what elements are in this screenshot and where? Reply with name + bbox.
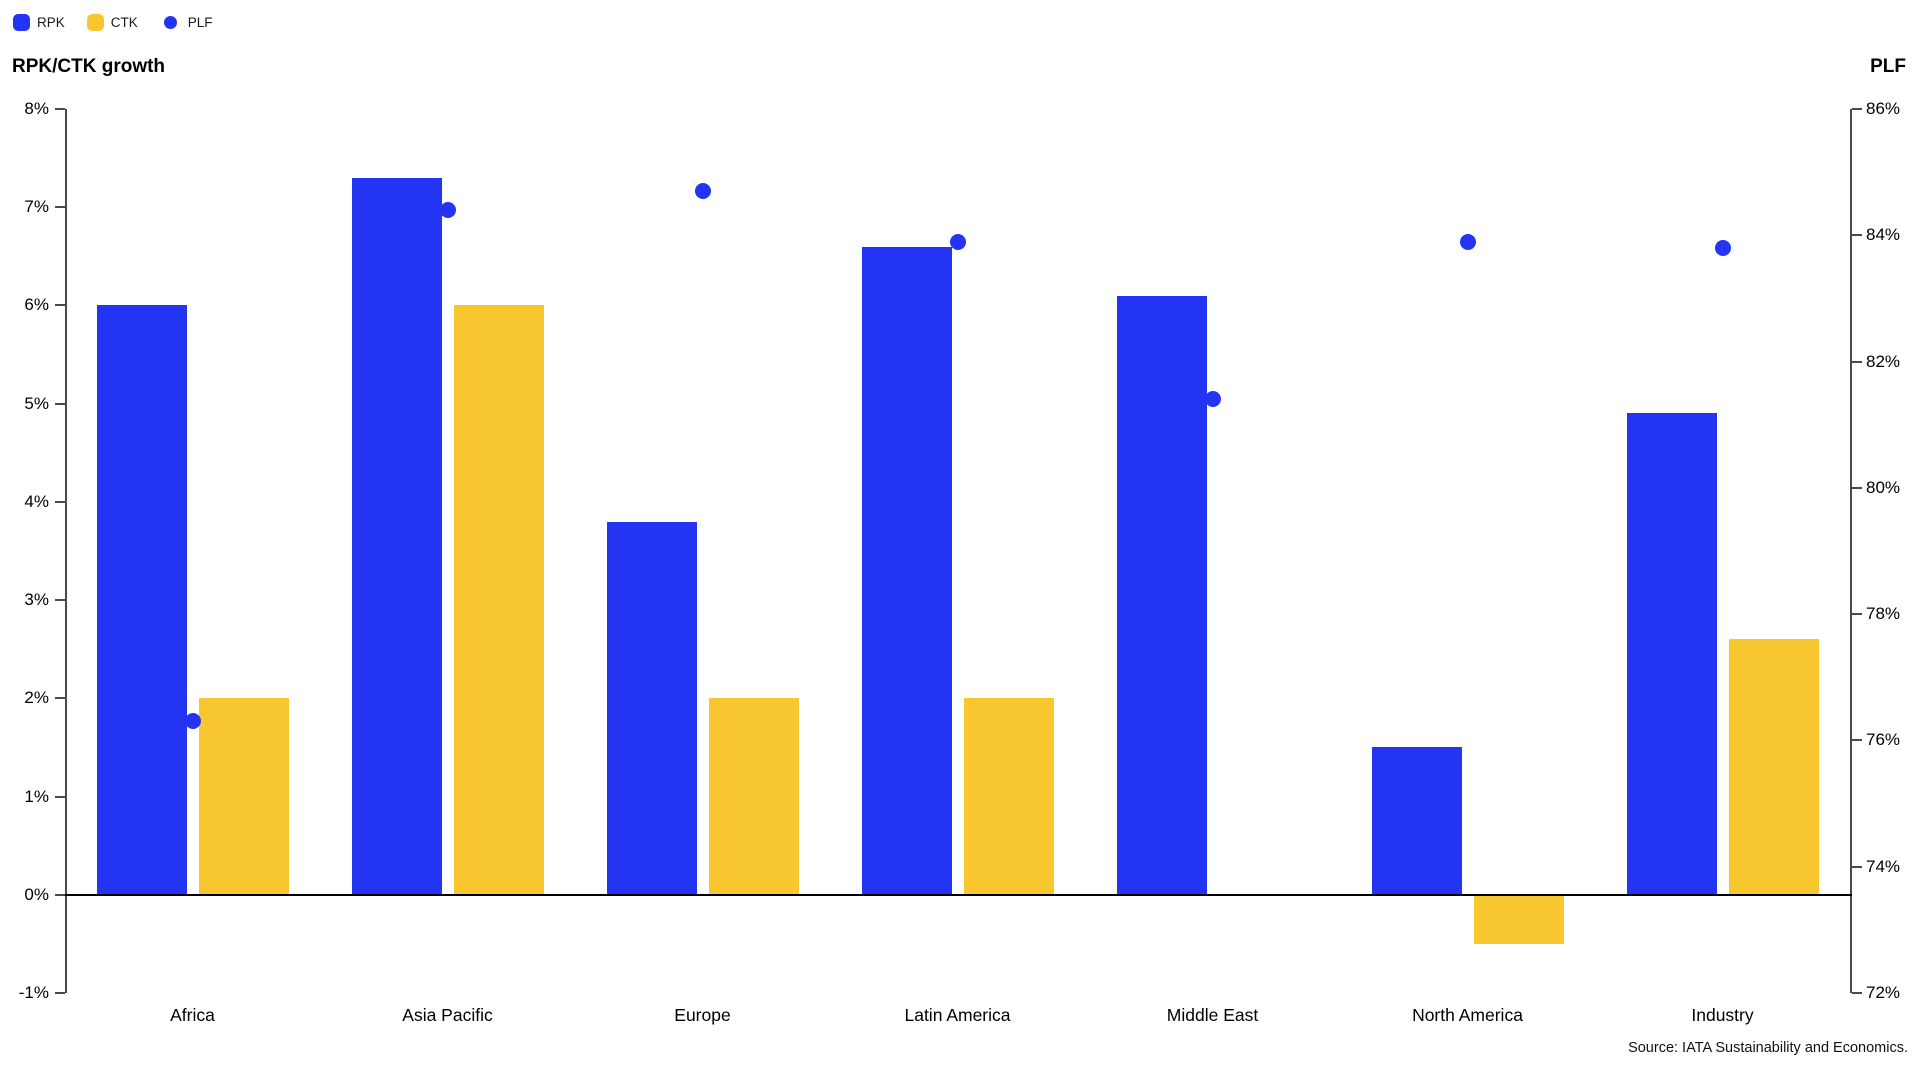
right-axis-line [1850,109,1852,993]
right-axis-tick-label: 82% [1866,351,1901,371]
category-label: North America [1412,1005,1523,1025]
ctk-bar [198,698,289,895]
rpk-bar [606,521,697,895]
ctk-bar [963,698,1054,895]
category-label: Middle East [1166,1005,1259,1025]
legend-label: CTK [110,15,138,30]
left-axis-tick [55,206,65,209]
left-axis-tick [55,304,65,307]
right-axis-tick [1852,613,1862,616]
left-axis-tick [55,500,65,503]
rpk-bar [1371,747,1462,895]
rpk-bar [1626,413,1717,895]
legend-item-rpk: RPK [13,14,65,31]
plf-dot [439,202,456,219]
ctk-bar [708,698,799,895]
ctk-bar [1473,894,1564,944]
legend-item-plf: PLF [160,15,213,30]
left-axis-tick-label: 8% [24,99,49,118]
left-axis-title: RPK/CTK growth [12,56,166,77]
left-axis-tick-label: 6% [24,295,49,315]
left-axis-tick-label: 1% [24,786,49,806]
left-axis-tick-label: 5% [24,393,49,413]
category-label: Latin America [904,1005,1011,1025]
plf-dot [1714,239,1731,256]
right-axis-tick-label: 78% [1866,604,1901,624]
left-axis-tick [55,599,65,602]
left-axis-tick [55,108,65,110]
left-axis-tick [55,992,65,994]
rpk-bar [96,305,187,895]
right-axis-tick [1852,108,1862,110]
plf-dot [694,183,711,200]
right-axis-tick-label: 86% [1866,99,1901,118]
legend-item-ctk: CTK [86,14,138,31]
right-axis-tick-label: 76% [1866,730,1901,750]
right-axis-tick-label: 72% [1866,983,1901,1002]
source-note: Source: IATA Sustainability and Economic… [1628,1040,1908,1056]
right-axis-tick [1852,360,1862,363]
left-axis-tick-label: 2% [24,688,49,708]
left-axis-tick-label: 3% [24,590,49,610]
ctk-bar [453,305,544,895]
right-axis-tick [1852,739,1862,742]
plf-dot [949,233,966,250]
left-axis-tick-label: 0% [24,884,49,904]
right-axis-tick [1852,234,1862,237]
plf-dot [1204,391,1221,408]
right-axis-tick-label: 84% [1866,225,1901,245]
plf-dot [1459,233,1476,250]
right-axis-tick-label: 80% [1866,477,1901,497]
right-axis-title: PLF [1870,56,1906,77]
plf-dot [184,713,201,730]
legend-label: PLF [187,15,213,30]
right-axis-tick [1852,865,1862,868]
left-axis-line [65,109,67,993]
right-axis-tick [1852,992,1862,994]
right-axis-tick [1852,486,1862,489]
category-label: Europe [674,1005,731,1025]
rpk-bar [1116,295,1207,895]
ctk-bar [1728,639,1819,895]
left-axis-tick-label: 7% [24,197,49,217]
left-axis-tick [55,795,65,798]
legend-dot-icon [163,16,177,29]
left-axis-tick [55,402,65,405]
legend-square-icon [13,14,30,31]
right-axis-tick-label: 74% [1866,856,1901,876]
left-axis-tick-label: -1% [18,983,49,1002]
category-label: Industry [1691,1005,1754,1025]
category-label: Africa [170,1005,215,1025]
left-axis-tick-label: 4% [24,491,49,511]
left-axis-tick [55,697,65,700]
left-axis-tick [55,893,65,896]
legend-label: RPK [37,15,65,30]
rpk-bar [351,177,442,895]
legend-square-icon [86,14,104,31]
zero-baseline [65,893,1852,896]
chart-legend: RPK CTK PLF [13,14,213,31]
rpk-bar [861,246,952,895]
category-label: Asia Pacific [402,1005,493,1025]
